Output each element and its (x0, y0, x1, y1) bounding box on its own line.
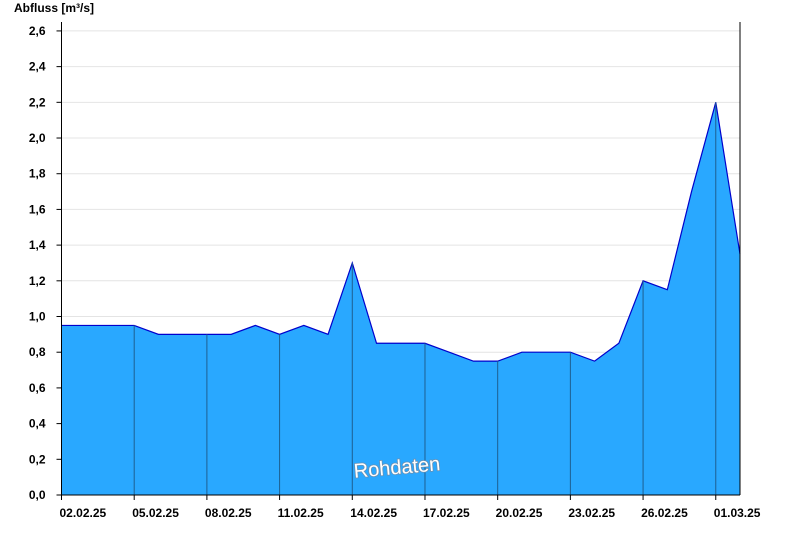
x-tick-label: 08.02.25 (205, 506, 252, 520)
y-tick-label: 0,6 (29, 381, 46, 395)
y-tick-label: 2,6 (29, 24, 46, 38)
area (61, 102, 740, 496)
y-tick-label: 0,4 (29, 417, 46, 431)
y-tick-label: 0,8 (29, 345, 46, 359)
y-tick-label: 1,6 (29, 202, 46, 216)
y-tick-label: 2,0 (29, 131, 46, 145)
y-tick-label: 1,4 (29, 238, 46, 252)
y-axis-title: Abfluss [m³/s] (14, 1, 94, 15)
x-tick-label: 01.03.25 (714, 506, 761, 520)
x-tick-label: 11.02.25 (278, 506, 324, 520)
x-tick-label: 17.02.25 (423, 506, 470, 520)
y-tick-label: 0,0 (29, 488, 46, 502)
x-tick-label: 23.02.25 (568, 506, 615, 520)
y-tick-label: 1,8 (29, 167, 46, 181)
x-tick-label: 26.02.25 (641, 506, 688, 520)
y-tick-label: 2,2 (29, 95, 46, 109)
area-line (61, 102, 741, 362)
x-tick-label: 05.02.25 (132, 506, 179, 520)
y-tick-label: 1,2 (29, 274, 46, 288)
y-tick-label: 2,4 (29, 60, 46, 74)
x-tick-label: 02.02.25 (60, 506, 107, 520)
x-tick-label: 14.02.25 (350, 506, 397, 520)
y-tick-label: 0,2 (29, 452, 46, 466)
y-tick-label: 1,0 (29, 310, 46, 324)
x-tick-label: 20.02.25 (496, 506, 543, 520)
